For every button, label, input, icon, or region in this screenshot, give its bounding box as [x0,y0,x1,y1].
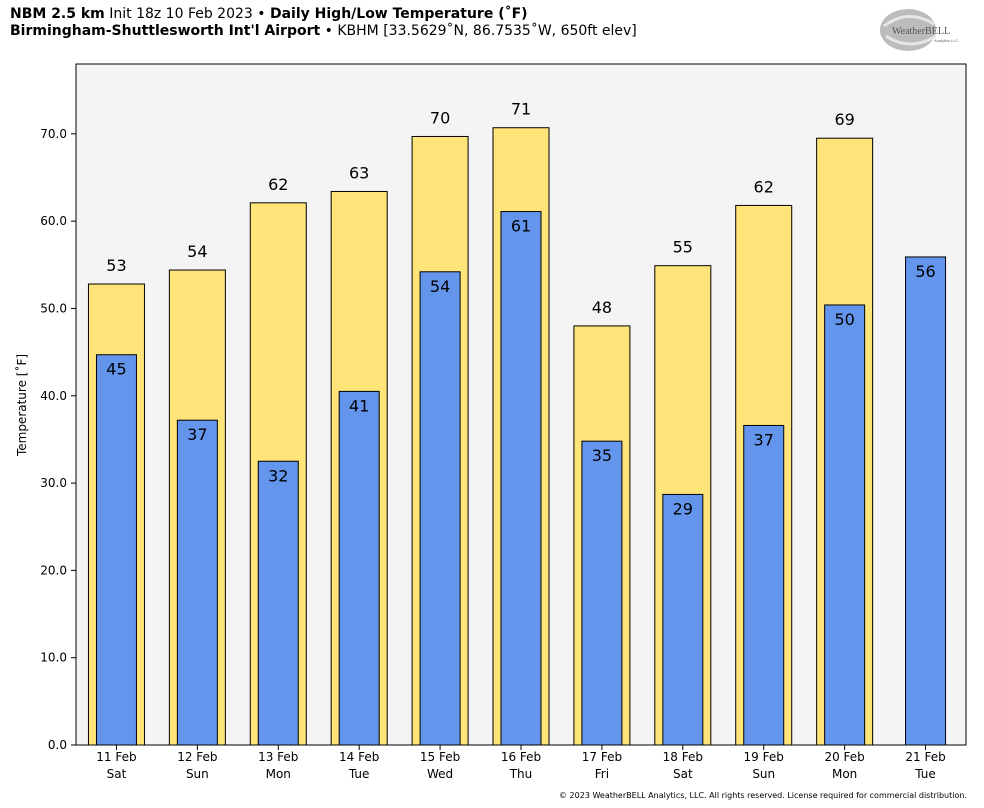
low-value-label: 45 [106,360,126,379]
high-value-label: 53 [106,256,126,275]
low-value-label: 35 [592,446,612,465]
station-info: KBHM [33.5629˚N, 86.7535˚W, 650ft elev] [337,23,637,39]
low-bar [824,304,866,746]
low-bar [419,271,461,746]
low-bar [338,390,380,746]
low-value-label: 50 [834,310,854,329]
x-tick-weekday: Sat [673,767,693,781]
x-tick-date: 19 Feb [744,750,784,764]
x-tick-weekday: Mon [832,767,857,781]
header-line-2: Birmingham-Shuttlesworth Int'l Airport •… [10,23,637,40]
x-tick-date: 11 Feb [96,750,136,764]
x-tick-weekday: Sun [752,767,775,781]
x-tick-weekday: Tue [348,767,370,781]
low-bar [662,493,704,746]
low-value-label: 54 [430,277,450,296]
x-tick-weekday: Wed [427,767,453,781]
high-value-label: 48 [592,298,612,317]
x-tick-date: 15 Feb [420,750,460,764]
low-bar [905,256,947,746]
x-tick-date: 18 Feb [663,750,703,764]
plot-frame [75,63,967,746]
logo-text: WeatherBELL [892,26,950,37]
high-value-label: 55 [673,238,693,257]
y-tick-label: 20.0 [40,563,67,577]
low-value-label: 56 [915,262,935,281]
x-tick-date: 16 Feb [501,750,541,764]
x-axis: 11 Feb Sat 12 Feb Sun 13 Feb Mon 14 Feb Tue 15 F… [96,745,946,781]
y-axis: 0.0 10.0 20.0 30.0 40.0 50.0 60.0 70.0 [40,127,76,752]
high-value-label: 70 [430,108,450,127]
x-tick-weekday: Mon [266,767,291,781]
bullet: • [257,6,266,22]
station-name: Birmingham-Shuttlesworth Int'l Airport [10,23,321,39]
low-value-label: 37 [754,430,774,449]
x-tick-date: 17 Feb [582,750,622,764]
y-axis-label: Temperature [˚F] [14,354,29,457]
chart-title: Daily High/Low Temperature (˚F) [269,6,528,22]
low-value-label: 32 [268,466,288,485]
x-tick-date: 13 Feb [258,750,298,764]
copyright-notice: © 2023 WeatherBELL Analytics, LLC. All r… [559,791,967,800]
high-value-label: 69 [834,110,854,129]
low-value-label: 37 [187,425,207,444]
y-tick-label: 50.0 [40,301,67,315]
low-value-label: 61 [511,217,531,236]
bars-layer: 53 45 54 37 62 32 63 41 70 54 71 61 48 35 55 29 62 37 69 50… [87,100,947,746]
x-tick-weekday: Sat [107,767,127,781]
low-value-label: 41 [349,396,369,415]
high-value-label: 62 [754,177,774,196]
y-tick-label: 10.0 [40,651,67,665]
init-time: Init 18z 10 Feb 2023 [109,6,253,22]
high-value-label: 54 [187,242,207,261]
high-value-label: 71 [511,100,531,119]
x-tick-date: 20 Feb [824,750,864,764]
low-bar [581,440,623,746]
logo-subtext: Analytics LLC [934,38,959,43]
model-name: NBM 2.5 km [10,6,105,22]
x-tick-date: 14 Feb [339,750,379,764]
low-value-label: 29 [673,499,693,518]
high-value-label: 62 [268,175,288,194]
x-tick-weekday: Fri [595,767,609,781]
low-bar [500,211,542,746]
x-tick-weekday: Thu [509,767,533,781]
y-tick-label: 40.0 [40,389,67,403]
x-tick-weekday: Sun [186,767,209,781]
low-bar [257,460,299,746]
x-tick-date: 12 Feb [177,750,217,764]
bullet: • [324,23,333,39]
y-tick-label: 70.0 [40,127,67,141]
y-tick-label: 0.0 [48,738,67,752]
low-bar [176,419,218,746]
x-tick-date: 21 Feb [905,750,945,764]
y-tick-label: 60.0 [40,214,67,228]
x-tick-weekday: Tue [914,767,936,781]
low-bar [743,424,785,746]
chart-header: NBM 2.5 km Init 18z 10 Feb 2023 • Daily … [10,6,637,40]
y-tick-label: 30.0 [40,476,67,490]
low-bar [95,354,137,746]
high-value-label: 63 [349,163,369,182]
weatherbell-logo: WeatherBELL Analytics LLC [876,6,972,58]
header-line-1: NBM 2.5 km Init 18z 10 Feb 2023 • Daily … [10,6,637,23]
logo-graphic: WeatherBELL Analytics LLC [880,9,959,51]
